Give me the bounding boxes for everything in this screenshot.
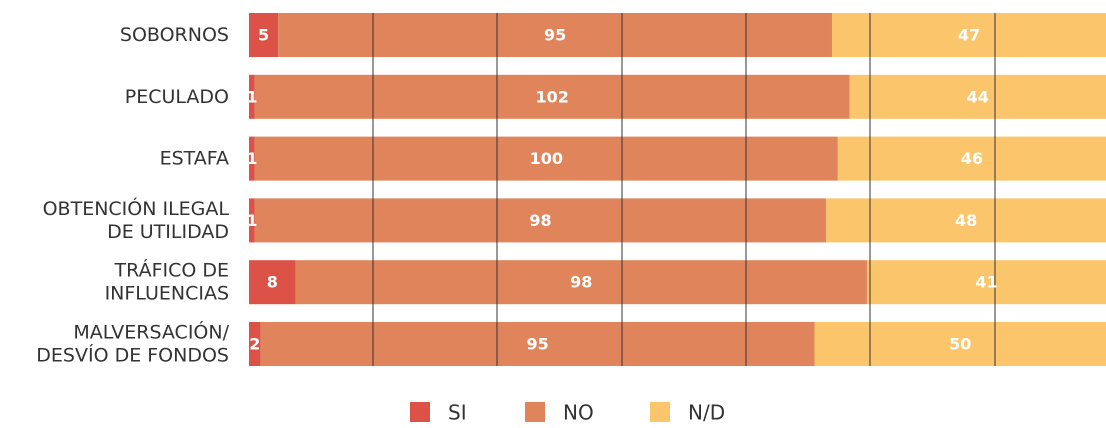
value-label: 1: [246, 211, 257, 230]
bar-segment: [831, 13, 1106, 57]
value-label: 41: [975, 273, 997, 292]
value-label: 1: [246, 149, 257, 168]
legend-swatch: [650, 402, 670, 422]
category-label: TRÁFICO DE INFLUENCIAS: [105, 258, 229, 304]
bar-segment: [814, 322, 1106, 366]
bar-segment: [826, 198, 1106, 243]
value-label: 1: [246, 87, 257, 106]
value-label: 95: [526, 335, 548, 354]
bar-segment: [254, 74, 850, 119]
value-label: 5: [258, 26, 269, 45]
bar-segment: [260, 322, 815, 366]
bar-segment: [249, 13, 279, 57]
bar-segment: [837, 136, 1106, 181]
category-label: ESTAFA: [160, 147, 229, 169]
bar-segment: [866, 260, 1106, 305]
value-label: 102: [535, 87, 568, 106]
value-label: 98: [529, 211, 551, 230]
value-label: 95: [544, 26, 566, 45]
bar-segment: [254, 136, 838, 181]
value-label: 50: [949, 335, 971, 354]
bar-segment: [249, 198, 255, 243]
bar-segment: [295, 260, 867, 305]
value-label: 8: [267, 273, 278, 292]
value-label: 47: [958, 26, 980, 45]
category-label: PECULADO: [125, 85, 229, 107]
legend-label: N/D: [688, 401, 725, 425]
bar-segment: [849, 74, 1106, 119]
legend-swatch: [525, 402, 545, 422]
bar-segment: [249, 136, 255, 181]
category-label: MALVERSACIÓN/DESVÍO DE FONDOS: [36, 319, 229, 366]
bar-segment: [249, 74, 255, 119]
grid: [372, 13, 996, 366]
value-label: 98: [570, 273, 592, 292]
bar-segment: [254, 198, 827, 243]
bar-segment: [249, 260, 296, 305]
value-label: 100: [530, 149, 563, 168]
labels: SOBORNOS 5 95 47 PECULADO 1 102 44 ESTAFA 1 100 46 O…: [36, 24, 997, 425]
category-label: SOBORNOS: [120, 24, 229, 46]
plot: [249, 13, 1106, 366]
bar-segment: [278, 13, 832, 57]
category-label: OBTENCIÓN ILEGAL DE UTILIDAD: [43, 195, 230, 242]
value-label: 2: [249, 335, 260, 354]
value-label: 46: [961, 149, 983, 168]
value-label: 44: [967, 87, 989, 106]
value-label: 48: [955, 211, 977, 230]
legend-swatch: [410, 402, 430, 422]
legend-label: NO: [563, 401, 594, 425]
bar-segment: [249, 322, 261, 366]
legend-label: SI: [448, 401, 467, 425]
